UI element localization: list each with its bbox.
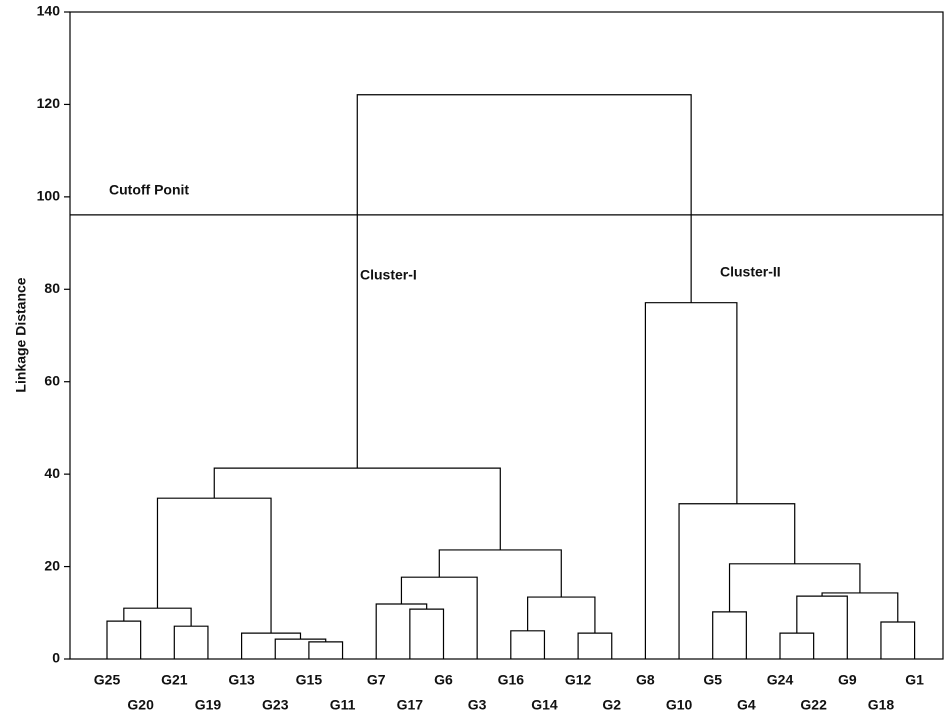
- leaf-label: G17: [397, 697, 424, 713]
- linkage: [527, 596, 596, 634]
- leaf-label: G14: [531, 697, 558, 713]
- linkage: [438, 549, 562, 598]
- linkage: [510, 630, 546, 659]
- linkage: [173, 625, 209, 659]
- y-tick-label: 120: [37, 95, 61, 111]
- linkage: [779, 632, 815, 659]
- linkage: [712, 611, 747, 659]
- linkage: [400, 576, 478, 659]
- linkage: [644, 302, 738, 659]
- y-tick-label: 0: [52, 650, 60, 666]
- leaf-label: G22: [800, 697, 827, 713]
- linkage: [821, 592, 899, 623]
- linkage: [728, 563, 861, 612]
- y-axis-label: Linkage Distance: [13, 277, 29, 392]
- y-tick-label: 20: [44, 557, 60, 573]
- linkage: [375, 603, 428, 659]
- cluster-label: Cluster-I: [360, 267, 417, 283]
- linkage: [123, 607, 192, 627]
- leaf-label: G18: [868, 697, 895, 713]
- leaf-label: G1: [905, 672, 924, 688]
- linkage: [678, 503, 796, 659]
- y-tick-label: 100: [37, 188, 61, 204]
- leaf-label: G21: [161, 672, 188, 688]
- y-tick-label: 40: [44, 465, 60, 481]
- plot-frame: [69, 11, 944, 660]
- leaf-label: G23: [262, 697, 289, 713]
- linkage: [577, 632, 613, 659]
- cluster-label: Cluster-II: [720, 264, 781, 280]
- leaf-label: G24: [767, 672, 794, 688]
- linkage: [356, 94, 692, 469]
- leaf-label: G19: [195, 697, 222, 713]
- y-tick-label: 140: [37, 3, 61, 19]
- leaf-label: G5: [703, 672, 722, 688]
- linkage: [156, 497, 272, 634]
- linkage: [274, 638, 327, 659]
- leaf-label: G8: [636, 672, 655, 688]
- leaf-label: G7: [367, 672, 386, 688]
- cutoff-label: Cutoff Ponit: [109, 182, 189, 198]
- linkage: [409, 608, 445, 659]
- linkage: [880, 621, 916, 659]
- leaf-label: G4: [737, 697, 756, 713]
- leaf-label: G11: [330, 697, 356, 713]
- y-tick-label: 80: [44, 280, 60, 296]
- linkage: [241, 632, 302, 659]
- leaf-label: G3: [468, 697, 487, 713]
- linkage: [213, 467, 501, 550]
- leaf-label: G15: [296, 672, 323, 688]
- leaf-label: G12: [565, 672, 592, 688]
- leaf-label: G13: [228, 672, 255, 688]
- leaf-label: G10: [666, 697, 693, 713]
- leaf-label: G2: [602, 697, 621, 713]
- y-tick-label: 60: [44, 372, 60, 388]
- leaf-label: G6: [434, 672, 453, 688]
- linkage: [308, 641, 344, 659]
- leaf-label: G16: [498, 672, 525, 688]
- linkage: [796, 595, 848, 659]
- linkage: [106, 620, 142, 659]
- leaf-label: G20: [127, 697, 154, 713]
- leaf-label: G9: [838, 672, 857, 688]
- leaf-label: G25: [94, 672, 121, 688]
